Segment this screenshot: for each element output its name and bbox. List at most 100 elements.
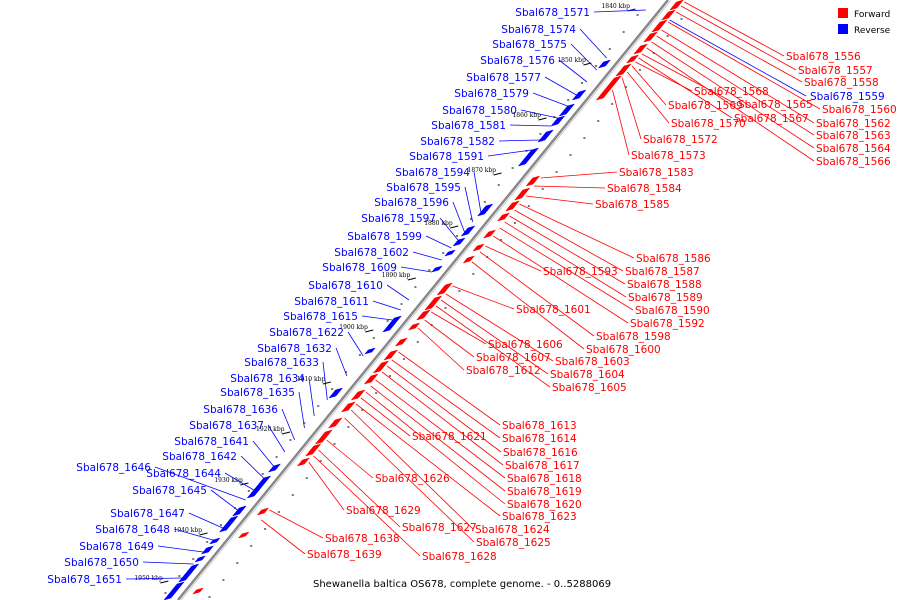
forward-gene-arrow [314,429,333,445]
forward-gene-arrow [625,54,640,64]
tick-mark [199,532,208,536]
genome-backbone [177,0,669,600]
tick-label: 1920 kbp [256,426,285,433]
forward-gene-arrow [415,309,431,321]
reverse-gene-label: Sbal678_1581 [431,120,506,132]
tick-mark [493,172,502,176]
forward-leader-line [452,285,515,310]
reverse-leader-line [308,377,315,417]
legend-reverse-label: Reverse [854,26,891,36]
forward-leader-line [646,47,815,162]
reverse-gene-label: Sbal678_1595 [386,182,461,194]
forward-gene-arrow [651,19,668,33]
forward-gene-arrow [496,212,511,222]
forward-gene-label: Sbal678_1558 [804,77,879,89]
forward-leader-line [493,235,629,324]
forward-gene-label: Sbal678_1600 [586,344,661,356]
track-dot [569,154,572,156]
reverse-leader-line [520,109,558,119]
reverse-gene-arrow [558,103,576,117]
forward-leader-line [504,221,627,298]
track-dot [389,375,392,377]
reverse-leader-line [509,124,552,127]
forward-gene-arrow [363,373,379,385]
forward-leader-line [308,461,345,511]
forward-gene-label: Sbal678_1604 [550,369,625,381]
forward-gene-label: Sbal678_1627 [402,522,477,534]
forward-gene-arrow [237,531,250,539]
reverse-leader-line [579,28,607,59]
forward-gene-arrow [394,337,409,347]
forward-gene-label: Sbal678_1566 [816,156,891,168]
reverse-gene-arrow [382,323,396,333]
reverse-gene-label: Sbal678_1634 [230,373,305,385]
reverse-leader-line [570,43,598,71]
track-dot [220,524,223,526]
forward-gene-label: Sbal678_1584 [607,183,682,195]
forward-gene-label: Sbal678_1560 [822,104,897,116]
tick-mark [450,225,459,229]
reverse-leader-line [125,577,182,580]
track-dot [416,341,419,343]
forward-leader-line [612,89,630,156]
forward-gene-label: Sbal678_1565 [738,99,813,111]
forward-leader-line [626,71,670,124]
reverse-gene-label: Sbal678_1591 [409,151,484,163]
track-dot [372,337,375,339]
reverse-gene-arrow [550,115,566,127]
forward-gene-label: Sbal678_1557 [798,65,873,77]
reverse-leader-line [252,440,274,467]
track-dot [680,18,683,20]
track-dot [291,494,294,496]
forward-gene-label: Sbal678_1605 [552,382,627,394]
reverse-gene-arrow [328,387,344,399]
track-dot [469,218,472,220]
track-dot [555,171,558,173]
forward-leader-line [440,299,549,375]
track-dot [611,103,614,105]
forward-leader-line [534,185,606,189]
track-dot [638,69,641,71]
forward-leader-line [656,35,815,136]
reverse-leader-line [412,251,442,261]
forward-gene-label: Sbal678_1625 [476,537,551,549]
forward-gene-arrow [462,255,475,264]
reverse-gene-arrow [267,463,282,473]
forward-gene-label: Sbal678_1568 [694,86,769,98]
track-dot [622,31,625,33]
track-dot [375,392,378,394]
reverse-gene-arrow [177,571,193,583]
reverse-leader-line [593,9,646,13]
track-dot [567,99,570,101]
reverse-gene-label: Sbal678_1602 [334,247,409,259]
track-dot [594,65,597,67]
track-dot [527,205,530,207]
forward-gene-label: Sbal678_1607 [476,352,551,364]
reverse-leader-line [487,149,532,157]
forward-gene-arrow [660,9,676,21]
track-dot [581,82,584,84]
forward-leader-line [326,439,374,479]
tick-mark [407,277,416,281]
forward-leader-line [375,379,506,479]
track-dot [331,388,334,390]
track-dot [264,528,267,530]
reverse-gene-label: Sbal678_1575 [492,39,567,51]
forward-gene-label: Sbal678_1601 [516,304,591,316]
forward-gene-label: Sbal678_1569 [668,100,743,112]
reverse-gene-label: Sbal678_1636 [203,404,278,416]
track-dot [222,579,225,581]
forward-gene-arrow [372,360,390,374]
forward-leader-line [519,203,635,259]
reverse-gene-arrow [194,555,206,563]
forward-gene-label: Sbal678_1621 [412,431,487,443]
forward-gene-label: Sbal678_1613 [502,420,577,432]
tick-label: 1840 kbp [601,3,630,10]
forward-gene-label: Sbal678_1612 [466,365,541,377]
reverse-leader-line [452,201,465,233]
reverse-gene-arrow [364,347,376,355]
reverse-gene-label: Sbal678_1574 [501,24,576,36]
reverse-gene-label: Sbal678_1610 [308,280,383,292]
forward-gene-arrow [633,43,649,55]
reverse-gene-label: Sbal678_1637 [189,420,264,432]
